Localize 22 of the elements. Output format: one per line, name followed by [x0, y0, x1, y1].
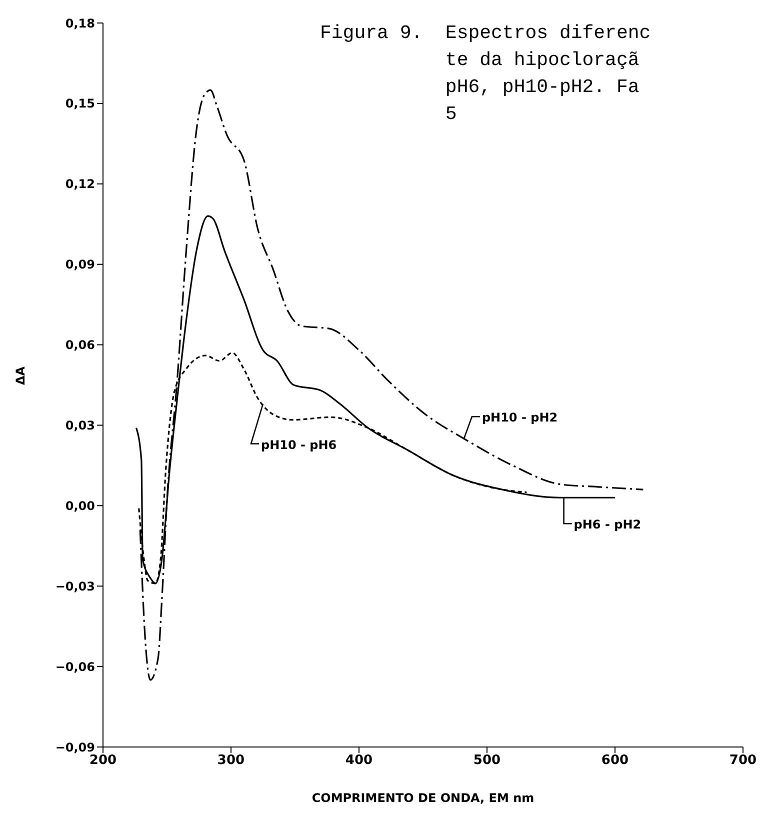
x-tick-label: 200 — [89, 753, 117, 768]
y-tick-label: 0,18 — [65, 16, 95, 30]
annotation: pH10 - pH2 — [482, 410, 558, 425]
y-tick-label: 0,00 — [65, 498, 95, 513]
y-tick-label: 0,09 — [65, 258, 95, 272]
y-tick-label: −0,09 — [55, 740, 95, 754]
text: Figura 9. Espectros diferenc te da hipocloraçã pH6, pH10-pH2. Fa 5 — [320, 21, 651, 127]
y-tick-label: 0,06 — [65, 338, 95, 352]
annotation: pH6 - pH2 — [574, 518, 642, 532]
x-tick-label: 400 — [345, 753, 373, 768]
y-axis-title: ΔA — [13, 366, 28, 385]
x-tick-label: 500 — [473, 753, 501, 768]
y-tick-label: −0,06 — [55, 660, 95, 674]
x-tick-label: 700 — [729, 753, 757, 768]
x-tick-label: 600 — [601, 753, 629, 768]
y-tick-label: 0,12 — [65, 177, 95, 192]
annotation: pH10 - pH6 — [261, 438, 337, 452]
y-tick-label: 0,15 — [65, 96, 95, 111]
x-tick-label: 300 — [217, 753, 245, 768]
x-axis-title: COMPRIMENTO DE ONDA, EM nm — [312, 791, 534, 805]
y-tick-label: 0,03 — [65, 418, 95, 432]
y-tick-label: −0,03 — [55, 579, 95, 594]
